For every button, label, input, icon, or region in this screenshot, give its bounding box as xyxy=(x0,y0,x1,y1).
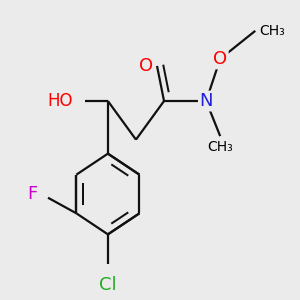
Text: N: N xyxy=(200,92,213,110)
Text: Cl: Cl xyxy=(99,277,117,295)
Text: O: O xyxy=(140,57,154,75)
Text: HO: HO xyxy=(47,92,73,110)
Text: O: O xyxy=(213,50,227,68)
Text: CH₃: CH₃ xyxy=(207,140,233,154)
Text: F: F xyxy=(28,185,38,203)
Text: CH₃: CH₃ xyxy=(259,24,284,38)
